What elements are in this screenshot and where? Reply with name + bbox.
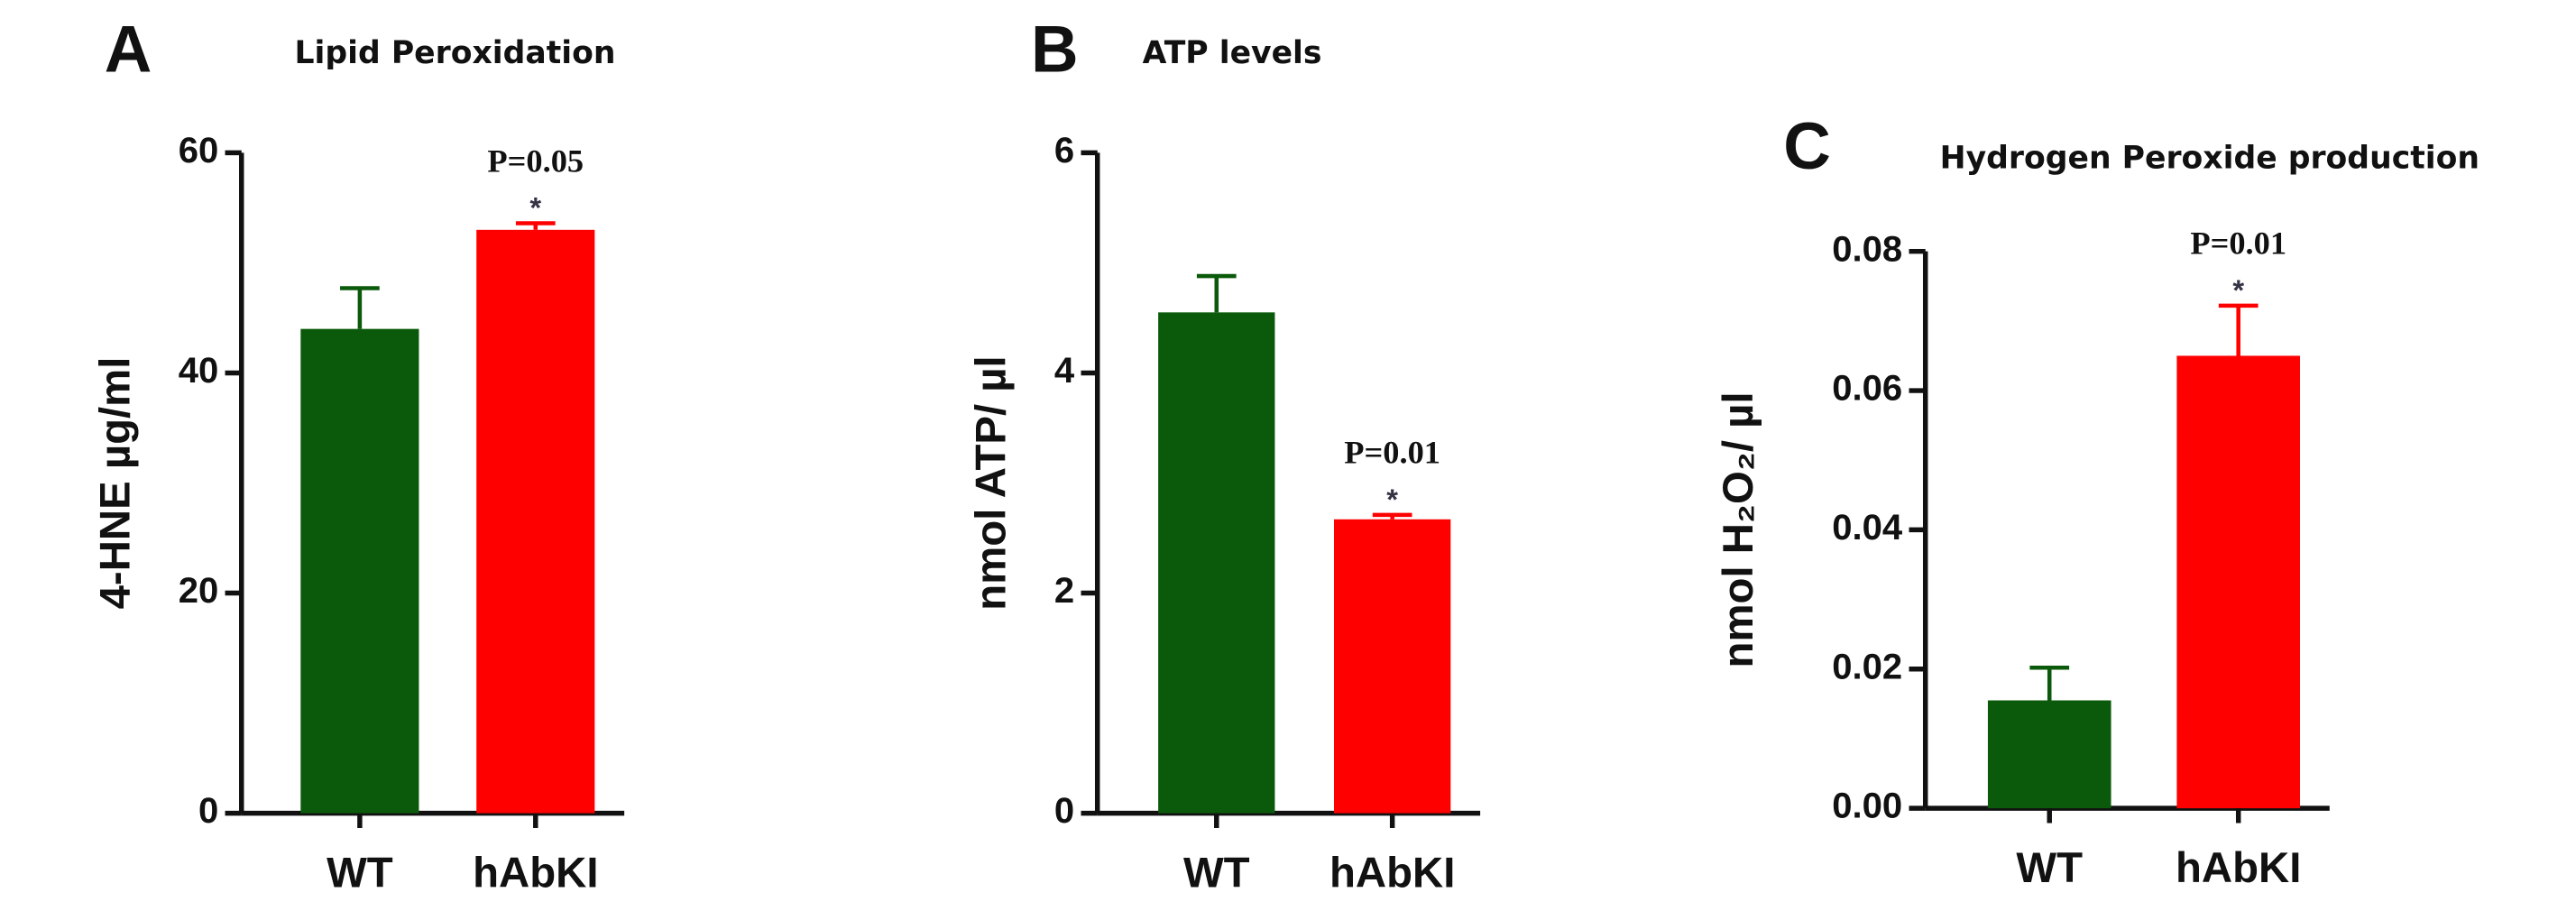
x-tick-label: hAbKI (473, 849, 598, 897)
y-tick-label: 2 (1054, 571, 1074, 611)
y-tick-label: 0 (198, 791, 218, 831)
bar (1987, 700, 2111, 809)
panel-letter: C (1783, 110, 1831, 183)
y-tick-label: 0.00 (1832, 787, 1902, 826)
star: * (2232, 273, 2244, 307)
y-tick-label: 0.02 (1832, 647, 1902, 686)
y-axis-label: 4-HNE µg/ml (92, 357, 140, 610)
x-tick-label: WT (1183, 849, 1250, 897)
y-tick-label: 0.08 (1832, 229, 1902, 269)
y-tick-label: 0 (1054, 791, 1074, 831)
star: * (1386, 483, 1398, 516)
bar (300, 328, 419, 814)
y-axis-label: nmol H₂O₂/ µl (1715, 391, 1762, 667)
x-tick-label: WT (327, 849, 393, 897)
x-tick-label: WT (2016, 844, 2083, 892)
star: * (529, 191, 541, 225)
panel-letter: A (105, 13, 152, 86)
panel-letter: B (1031, 13, 1079, 86)
chart-title: ATP levels (1143, 35, 1322, 71)
x-tick-label: hAbKI (1329, 849, 1455, 897)
p-value: P=0.01 (1344, 435, 1440, 471)
y-tick-label: 40 (179, 351, 219, 391)
bar (2176, 355, 2300, 809)
y-tick-label: 20 (179, 571, 219, 611)
x-tick-label: hAbKI (2176, 844, 2301, 892)
y-axis-label: nmol ATP/ µl (967, 355, 1015, 610)
y-tick-label: 0.06 (1832, 369, 1902, 409)
chart-title: Hydrogen Peroxide production (1940, 141, 2479, 177)
y-tick-label: 6 (1054, 131, 1074, 170)
y-tick-label: 0.04 (1832, 508, 1903, 547)
bar (476, 229, 595, 814)
p-value: P=0.05 (487, 143, 584, 179)
y-tick-label: 4 (1054, 351, 1075, 391)
y-tick-label: 60 (179, 131, 219, 170)
chart-title: Lipid Peroxidation (295, 35, 616, 71)
bar (1158, 312, 1275, 814)
bar (1334, 519, 1451, 814)
p-value: P=0.01 (2190, 225, 2286, 262)
